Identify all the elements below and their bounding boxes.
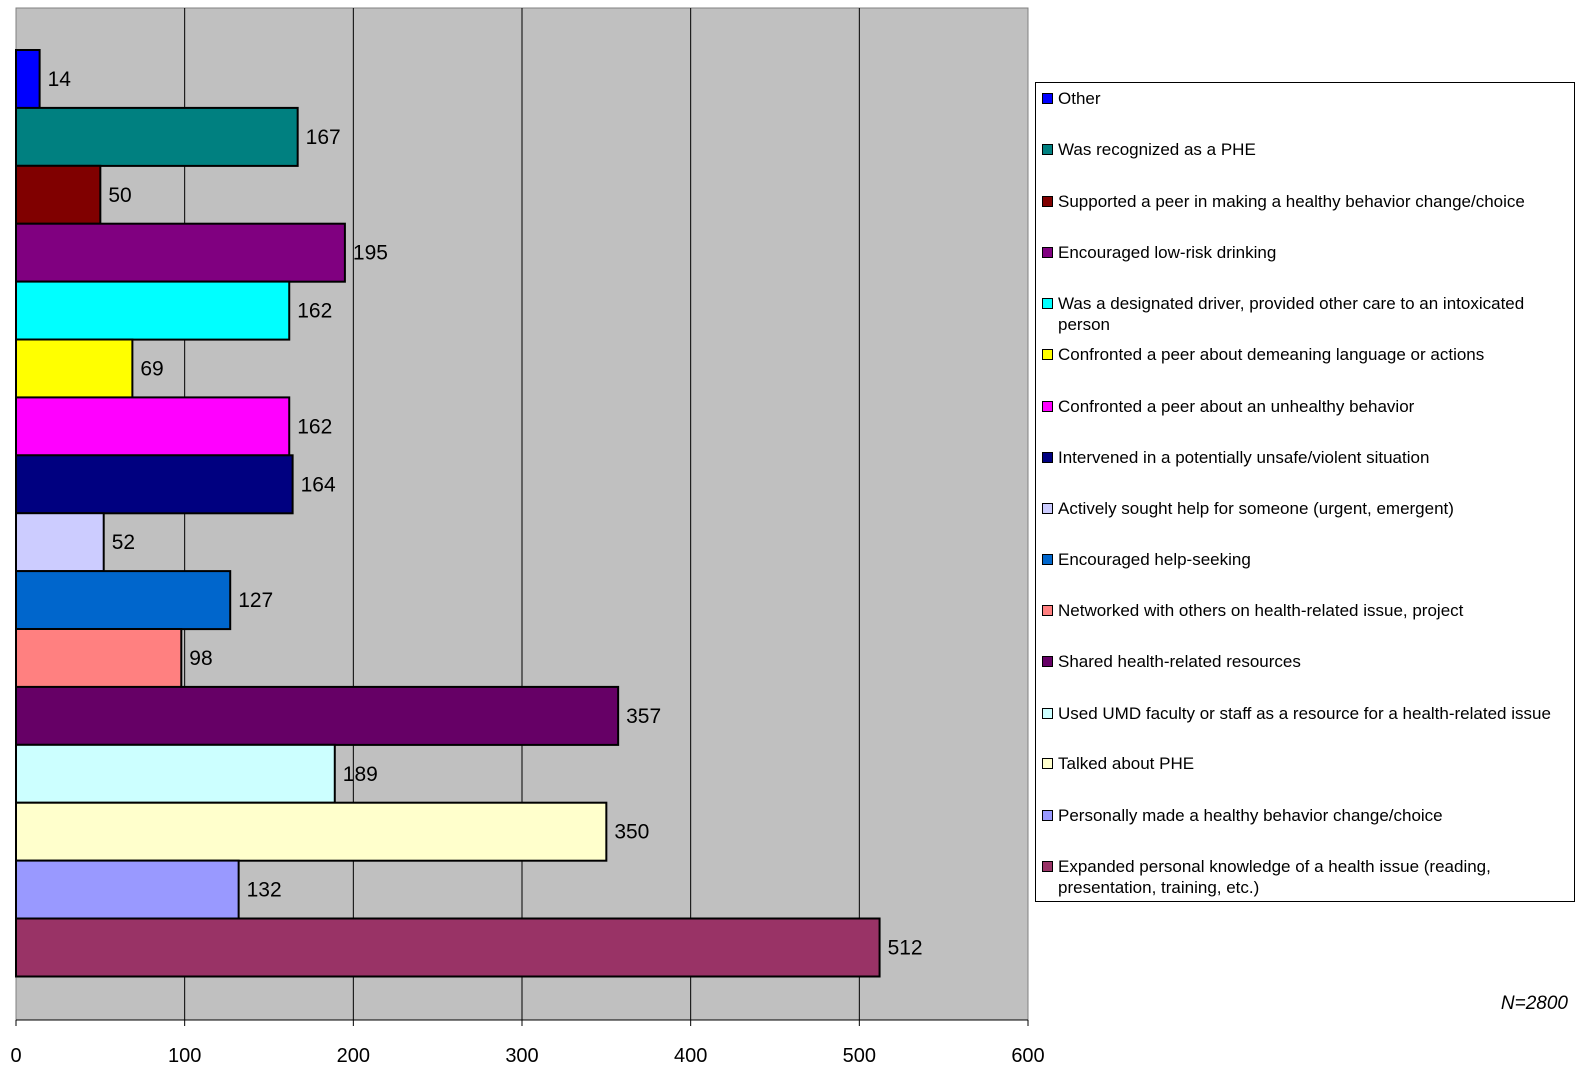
bar	[15, 222, 346, 283]
legend-item: Confronted a peer about an unhealthy beh…	[1042, 396, 1568, 417]
bar	[15, 917, 881, 978]
x-tick-label: 600	[1011, 1045, 1044, 1067]
legend-swatch	[1042, 349, 1053, 360]
bar-value-label: 132	[247, 879, 282, 902]
bar-value-label: 195	[353, 242, 388, 265]
legend-label: Used UMD faculty or staff as a resource …	[1058, 704, 1551, 723]
legend-item: Actively sought help for someone (urgent…	[1042, 498, 1568, 519]
x-tick-label: 400	[674, 1045, 707, 1067]
bar	[15, 512, 105, 573]
bar-value-label: 14	[48, 68, 72, 91]
bar	[15, 454, 294, 515]
legend-label: Other	[1058, 89, 1101, 108]
legend-label: Expanded personal knowledge of a health …	[1058, 857, 1491, 897]
bars	[15, 49, 881, 978]
legend-item: Was a designated driver, provided other …	[1042, 293, 1568, 335]
legend-label: Was a designated driver, provided other …	[1058, 294, 1525, 334]
legend-item: Personally made a healthy behavior chang…	[1042, 805, 1568, 826]
x-tick-label: 100	[168, 1045, 201, 1067]
x-tick-label: 500	[843, 1045, 876, 1067]
legend-swatch	[1042, 93, 1053, 104]
x-tick-label: 0	[10, 1045, 21, 1067]
legend-label: Talked about PHE	[1058, 754, 1195, 773]
legend-label: Confronted a peer about an unhealthy beh…	[1058, 397, 1415, 416]
bar-value-label: 50	[108, 184, 131, 207]
legend-item: Networked with others on health-related …	[1042, 600, 1568, 621]
sample-size-note: N=2800	[1500, 993, 1568, 1014]
legend-item: Encouraged help-seeking	[1042, 549, 1568, 570]
bar-value-label: 162	[297, 300, 332, 323]
legend-item: Used UMD faculty or staff as a resource …	[1042, 703, 1568, 724]
legend-label: Networked with others on health-related …	[1058, 601, 1464, 620]
legend-label: Encouraged help-seeking	[1058, 550, 1251, 569]
bar-value-label: 167	[306, 126, 341, 149]
bar	[15, 628, 183, 688]
bar	[15, 859, 240, 920]
legend-label: Personally made a healthy behavior chang…	[1058, 806, 1443, 825]
bar-value-label: 350	[614, 821, 649, 844]
legend-label: Intervened in a potentially unsafe/viole…	[1058, 448, 1430, 467]
legend-item: Other	[1042, 88, 1568, 109]
legend-item: Intervened in a potentially unsafe/viole…	[1042, 447, 1568, 468]
legend-item: Was recognized as a PHE	[1042, 139, 1568, 160]
legend-swatch	[1042, 810, 1053, 821]
bar	[15, 49, 41, 109]
bar	[15, 280, 291, 341]
value-labels: 14 167 50 195 162 69 162 164 52 127 98 357 189 350 132…	[48, 68, 923, 960]
bar	[15, 743, 336, 804]
bar	[15, 338, 134, 399]
x-axis-ticks: 0 100 200 300 400 500 600	[10, 1020, 1045, 1067]
legend-swatch	[1042, 401, 1053, 412]
legend-label: Encouraged low-risk drinking	[1058, 243, 1277, 262]
legend-item: Talked about PHE	[1042, 753, 1568, 774]
bar	[15, 396, 291, 457]
legend-item: Supported a peer in making a healthy beh…	[1042, 191, 1568, 212]
bar	[15, 106, 299, 167]
bar-value-label: 52	[112, 531, 135, 554]
bar-value-label: 512	[888, 937, 923, 960]
bar	[15, 801, 608, 862]
legend-swatch	[1042, 605, 1053, 616]
legend-label: Confronted a peer about demeaning langua…	[1058, 345, 1485, 364]
legend-swatch	[1042, 758, 1053, 769]
legend-swatch	[1042, 554, 1053, 565]
legend-swatch	[1042, 196, 1053, 207]
bar-value-label: 162	[297, 415, 332, 438]
legend-swatch	[1042, 298, 1053, 309]
bar	[15, 685, 620, 746]
bar-value-label: 164	[301, 473, 336, 496]
bar-value-label: 98	[189, 647, 212, 670]
legend-swatch	[1042, 452, 1053, 463]
bar	[15, 164, 102, 225]
legend-swatch	[1042, 503, 1053, 514]
bar-value-label: 127	[238, 589, 273, 612]
bar-value-label: 189	[343, 763, 378, 786]
legend-item: Shared health-related resources	[1042, 651, 1568, 672]
legend-label: Supported a peer in making a healthy beh…	[1058, 192, 1525, 211]
legend-swatch	[1042, 861, 1053, 872]
legend-item: Encouraged low-risk drinking	[1042, 242, 1568, 263]
legend-label: Was recognized as a PHE	[1058, 140, 1256, 159]
legend-swatch	[1042, 656, 1053, 667]
bar-value-label: 357	[626, 705, 661, 728]
bar-value-label: 69	[140, 358, 163, 381]
bar	[15, 570, 232, 631]
legend-label: Shared health-related resources	[1058, 652, 1301, 671]
x-tick-label: 300	[505, 1045, 538, 1067]
legend-swatch	[1042, 708, 1053, 719]
legend-swatch	[1042, 247, 1053, 258]
legend-swatch	[1042, 144, 1053, 155]
x-tick-label: 200	[337, 1045, 370, 1067]
legend-item: Expanded personal knowledge of a health …	[1042, 856, 1568, 898]
legend-label: Actively sought help for someone (urgent…	[1058, 499, 1454, 518]
legend-item: Confronted a peer about demeaning langua…	[1042, 344, 1568, 365]
legend: Other Was recognized as a PHE Supported a …	[1035, 82, 1575, 902]
